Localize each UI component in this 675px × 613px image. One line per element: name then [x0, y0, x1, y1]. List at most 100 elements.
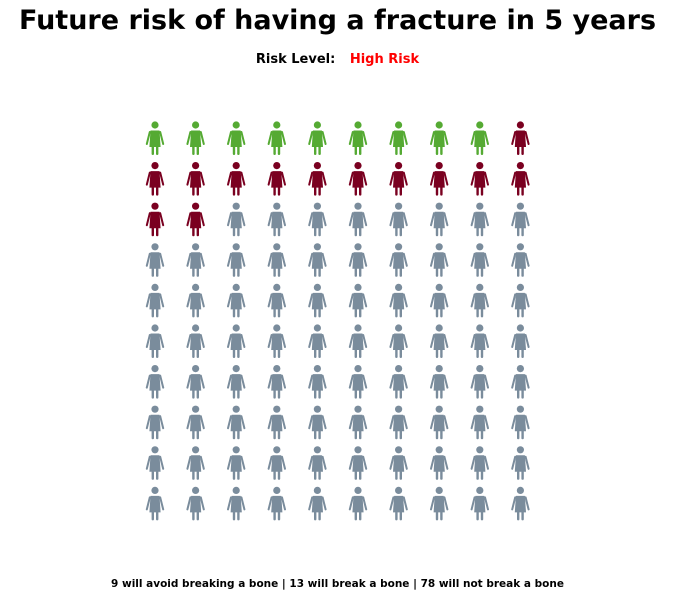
woman-icon: [470, 162, 489, 196]
woman-icon: [430, 202, 449, 237]
woman-icon: [470, 283, 489, 318]
woman-icon: [308, 162, 327, 196]
woman-icon: [308, 121, 327, 155]
woman-icon: [186, 162, 205, 196]
chart-footer: 9 will avoid breaking a bone | 13 will b…: [111, 578, 564, 590]
woman-icon: [308, 365, 327, 399]
woman-icon: [186, 324, 205, 358]
woman-icon: [186, 121, 205, 155]
woman-icon: [511, 243, 530, 277]
woman-icon: [389, 121, 408, 155]
woman-icon: [227, 121, 246, 155]
woman-icon: [227, 283, 246, 318]
woman-icon: [389, 202, 408, 237]
woman-icon: [348, 486, 368, 521]
woman-icon: [470, 486, 489, 521]
woman-icon: [227, 324, 246, 358]
woman-icon: [511, 162, 530, 196]
woman-icon: [267, 486, 286, 521]
woman-icon: [430, 365, 449, 399]
woman-icon: [308, 283, 327, 318]
woman-icon: [348, 324, 368, 358]
woman-icon: [389, 243, 408, 277]
woman-icon: [267, 324, 286, 358]
woman-icon: [267, 365, 286, 399]
woman-icon: [430, 283, 449, 318]
woman-icon: [267, 243, 286, 277]
woman-icon: [308, 324, 327, 358]
woman-icon: [308, 405, 327, 440]
woman-icon: [470, 121, 489, 155]
woman-icon: [186, 365, 205, 399]
woman-icon: [430, 486, 449, 521]
woman-icon: [511, 121, 530, 155]
chart-title: Future risk of having a fracture in 5 ye…: [18, 5, 657, 36]
woman-icon: [511, 365, 530, 399]
woman-icon: [145, 365, 165, 399]
woman-icon: [389, 162, 408, 196]
woman-icon: [348, 283, 368, 318]
woman-icon: [227, 162, 246, 196]
woman-icon: [470, 324, 489, 358]
risk-level-value: High Risk: [349, 52, 420, 67]
woman-icon: [470, 365, 489, 399]
woman-icon: [511, 486, 530, 521]
woman-icon: [145, 202, 165, 237]
woman-icon: [430, 324, 449, 358]
woman-icon: [145, 283, 165, 318]
woman-icon: [389, 486, 408, 521]
woman-icon: [227, 243, 246, 277]
woman-icon: [348, 446, 368, 480]
woman-icon: [308, 446, 327, 480]
woman-icon: [430, 121, 449, 155]
woman-icon: [389, 446, 408, 480]
woman-icon: [348, 162, 368, 196]
woman-icon: [348, 243, 368, 277]
woman-icon: [267, 405, 286, 440]
woman-icon: [308, 486, 327, 521]
woman-icon: [227, 202, 246, 237]
woman-icon: [267, 283, 286, 318]
woman-icon: [430, 243, 449, 277]
woman-icon: [308, 243, 327, 277]
woman-icon: [389, 405, 408, 440]
woman-icon: [227, 365, 246, 399]
woman-icon: [267, 446, 286, 480]
woman-icon: [348, 405, 368, 440]
woman-icon: [145, 446, 165, 480]
woman-icon: [470, 243, 489, 277]
woman-icon: [511, 283, 530, 318]
woman-icon: [145, 243, 165, 277]
woman-icon: [227, 486, 246, 521]
woman-icon: [430, 405, 449, 440]
woman-icon: [145, 486, 165, 521]
woman-icon: [186, 283, 205, 318]
woman-icon: [511, 202, 530, 237]
woman-icon: [186, 405, 205, 440]
woman-icon: [430, 446, 449, 480]
woman-icon: [511, 324, 530, 358]
woman-icon: [308, 202, 327, 237]
woman-icon: [186, 243, 205, 277]
woman-icon: [348, 365, 368, 399]
woman-icon: [227, 405, 246, 440]
woman-icon: [267, 162, 286, 196]
woman-icon: [430, 162, 449, 196]
woman-icon: [348, 121, 368, 155]
woman-icon: [511, 405, 530, 440]
woman-icon: [145, 162, 165, 196]
woman-icon: [227, 446, 246, 480]
woman-icon: [145, 121, 165, 155]
woman-icon: [145, 405, 165, 440]
woman-icon: [511, 446, 530, 480]
woman-icon: [267, 121, 286, 155]
woman-icon: [186, 446, 205, 480]
woman-icon: [470, 446, 489, 480]
risk-level-label: Risk Level:: [255, 52, 336, 67]
risk-level: Risk Level: High Risk: [0, 52, 675, 67]
woman-icon: [470, 202, 489, 237]
woman-icon: [186, 486, 205, 521]
woman-icon: [348, 202, 368, 237]
woman-icon: [389, 365, 408, 399]
